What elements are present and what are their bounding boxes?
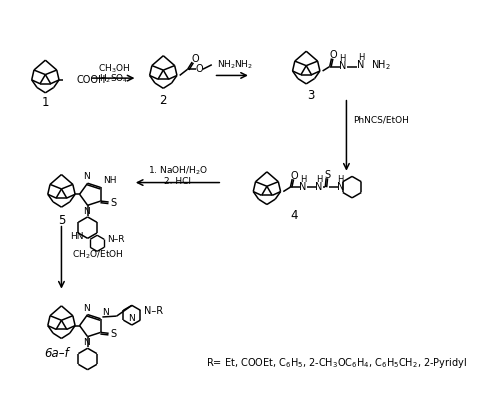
Text: CH$_2$O/EtOH: CH$_2$O/EtOH — [72, 248, 124, 261]
Text: N: N — [316, 182, 322, 192]
Text: H: H — [358, 53, 364, 62]
Text: N: N — [128, 314, 135, 323]
Text: O: O — [290, 171, 298, 180]
Text: 2: 2 — [160, 94, 167, 107]
Text: H$_2$SO$_4$: H$_2$SO$_4$ — [100, 73, 129, 85]
Text: 5: 5 — [58, 215, 65, 228]
Text: COOH: COOH — [77, 75, 106, 85]
Text: S: S — [110, 329, 116, 339]
Text: N: N — [338, 61, 346, 71]
Text: NH$_2$: NH$_2$ — [371, 58, 390, 72]
Text: 6a–f: 6a–f — [44, 347, 70, 360]
Text: S: S — [110, 198, 116, 208]
Text: CH$_3$OH: CH$_3$OH — [98, 62, 130, 75]
Text: N: N — [84, 207, 90, 216]
Text: H: H — [316, 175, 322, 184]
Text: NH: NH — [104, 176, 117, 185]
Text: H: H — [300, 175, 306, 184]
Text: PhNCS/EtOH: PhNCS/EtOH — [354, 115, 410, 124]
Text: HN: HN — [70, 232, 84, 241]
Text: N: N — [337, 182, 344, 192]
Text: R= Et, COOEt, C$_6$H$_5$, 2-CH$_3$OC$_6$H$_4$, C$_6$H$_5$CH$_2$, 2-Pyridyl: R= Et, COOEt, C$_6$H$_5$, 2-CH$_3$OC$_6$… — [206, 356, 467, 370]
Text: O: O — [330, 50, 337, 60]
Text: H: H — [338, 175, 344, 184]
Text: N: N — [358, 60, 364, 70]
Text: N: N — [84, 173, 90, 182]
Text: N: N — [84, 338, 90, 347]
Text: N: N — [299, 182, 306, 192]
Text: H: H — [339, 54, 345, 63]
Text: O: O — [191, 54, 198, 64]
Text: 1. NaOH/H$_2$O: 1. NaOH/H$_2$O — [148, 165, 208, 177]
Text: 4: 4 — [290, 209, 298, 222]
Text: 3: 3 — [307, 89, 314, 102]
Text: N: N — [84, 304, 90, 313]
Text: N–R: N–R — [107, 235, 124, 244]
Text: N: N — [102, 308, 109, 317]
Text: 2. HCl: 2. HCl — [164, 177, 191, 186]
Text: 1: 1 — [42, 95, 49, 109]
Text: N–R: N–R — [144, 306, 164, 316]
Text: NH$_2$NH$_2$: NH$_2$NH$_2$ — [216, 58, 253, 71]
Text: O: O — [196, 64, 203, 74]
Text: S: S — [324, 170, 330, 180]
